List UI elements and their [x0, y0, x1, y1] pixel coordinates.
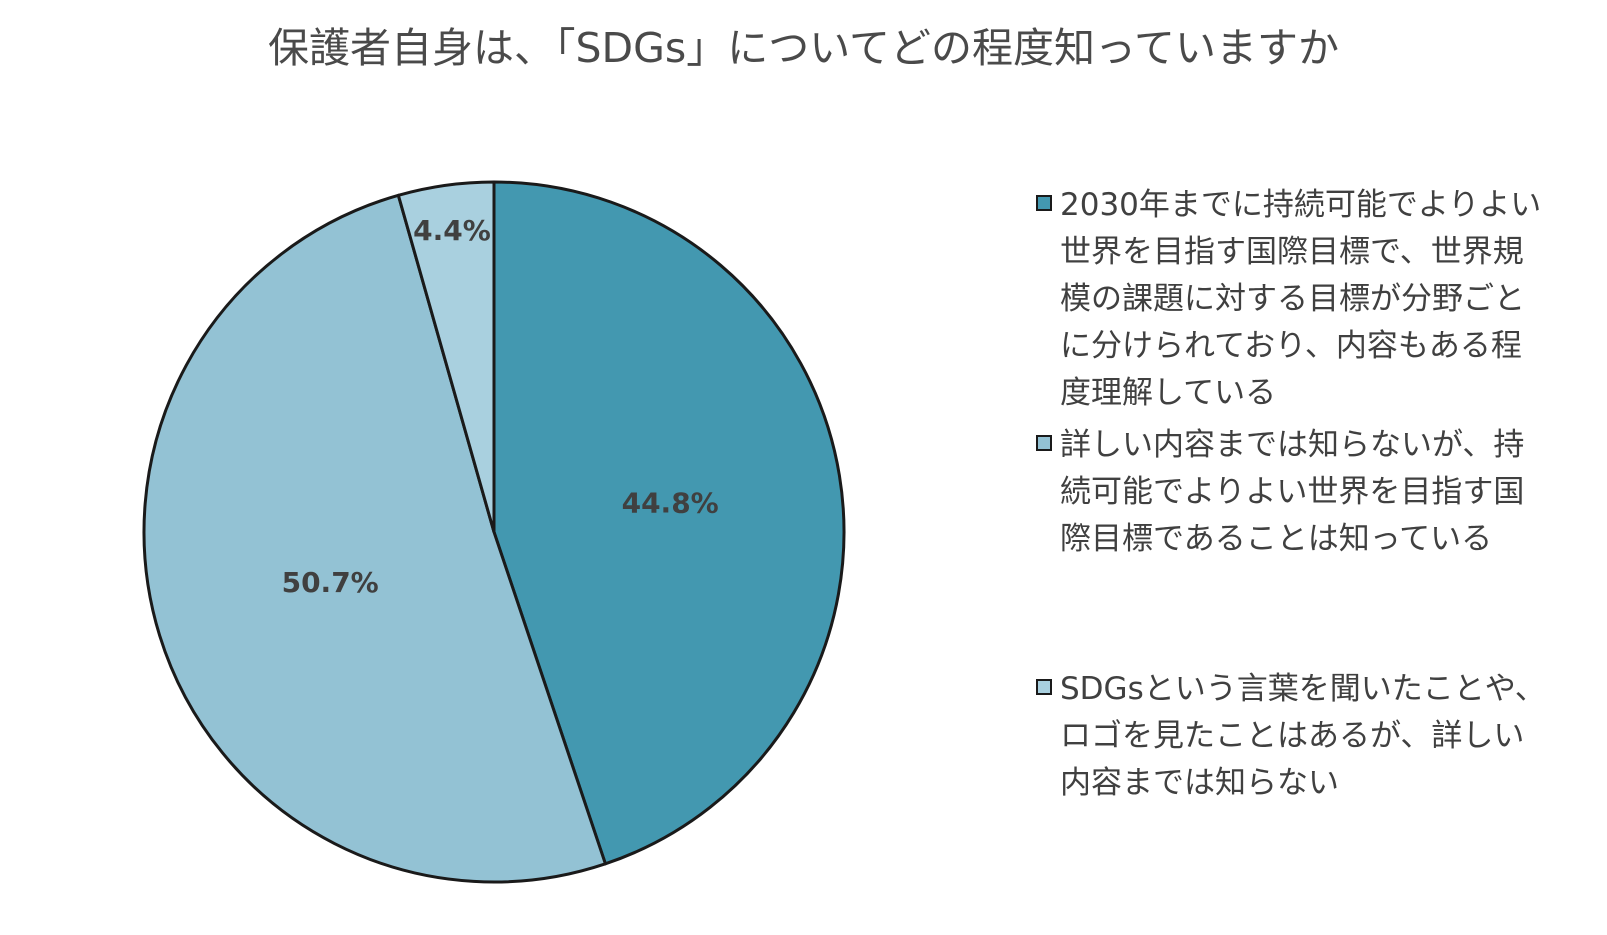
legend-label-1: 詳しい内容までは知らないが、持続可能でよりよい世界を目指す国際目標であることは知… [1060, 427, 1525, 557]
legend-label-0: 2030年までに持続可能でよりよい世界を目指す国際目標で、世界規模の課題に対する… [1060, 187, 1542, 411]
pie-slice-0 [492, 180, 846, 866]
legend-item-2: SDGsという言葉を聞いたことや、ロゴを見たことはあるが、詳しい内容までは知らな… [1036, 666, 1600, 807]
legend-item-0: 2030年までに持続可能でよりよい世界を目指す国際目標で、世界規模の課題に対する… [1036, 182, 1600, 417]
legend-swatch-0 [1036, 195, 1052, 211]
slice-label-1: 50.7% [282, 566, 379, 599]
pie-slice-2 [396, 180, 496, 534]
pie-slice-1 [142, 193, 607, 884]
slice-label-2: 4.4% [413, 214, 491, 247]
legend-label-2: SDGsという言葉を聞いたことや、ロゴを見たことはあるが、詳しい内容までは知らな… [1060, 671, 1546, 801]
legend-swatch-1 [1036, 435, 1052, 451]
slice-label-0: 44.8% [622, 487, 719, 520]
chart-title: 保護者自身は、「SDGs」についてどの程度知っていますか [268, 24, 1339, 72]
legend-item-1: 詳しい内容までは知らないが、持続可能でよりよい世界を目指す国際目標であることは知… [1036, 422, 1600, 563]
legend-swatch-2 [1036, 679, 1052, 695]
